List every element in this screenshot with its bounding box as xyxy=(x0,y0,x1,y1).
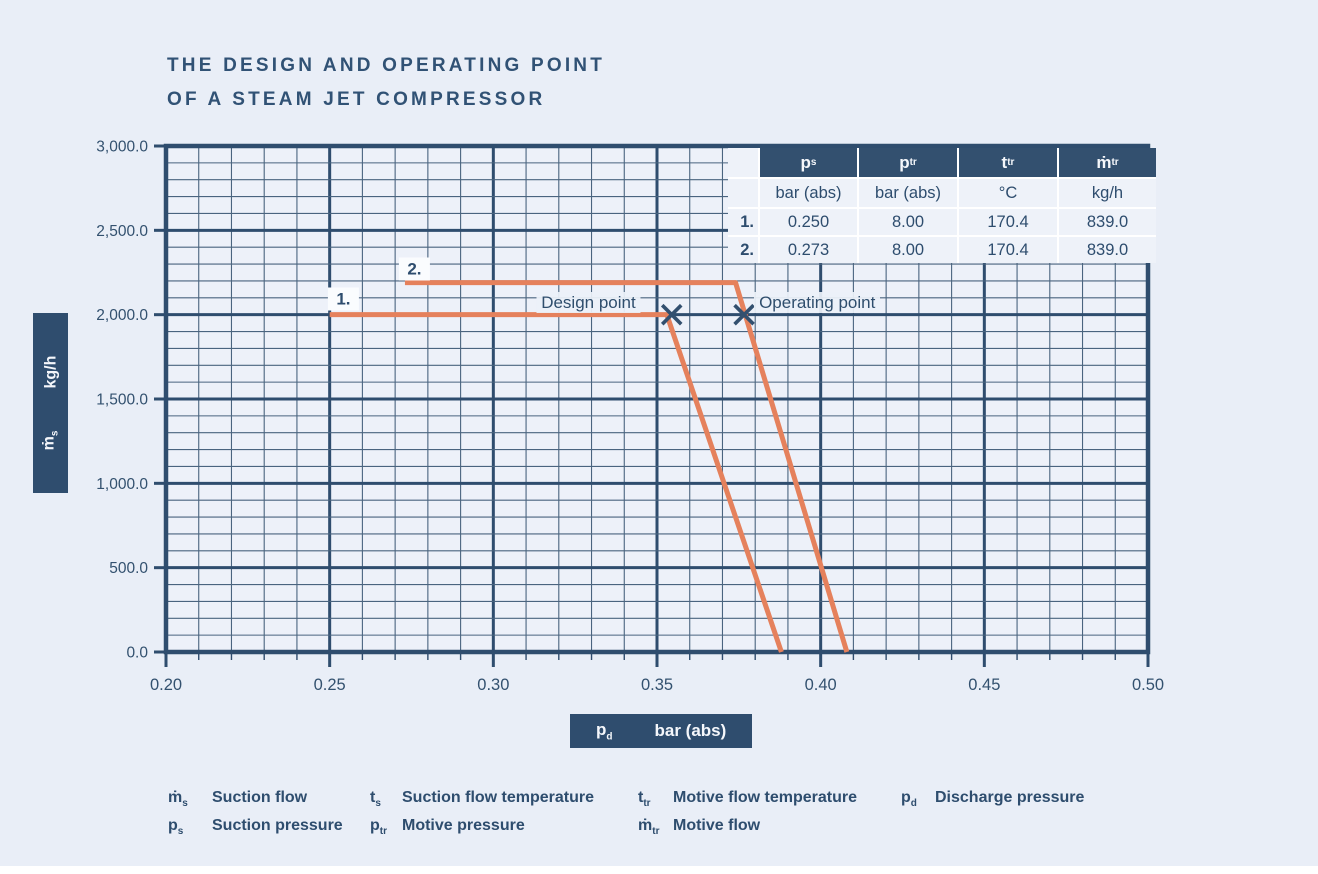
table-cell: 170.4 xyxy=(959,209,1057,235)
table-unit-cell: kg/h xyxy=(1059,179,1156,207)
y-tick-label: 2,000.0 xyxy=(96,307,148,324)
legend-text: Discharge pressure xyxy=(935,789,1085,806)
legend-symbol: ptr xyxy=(370,817,388,838)
legend-column-3: ttr Motive flow temperature ṁtr Motive f… xyxy=(638,787,857,843)
legend-item: ptr Motive pressure xyxy=(370,815,594,843)
title-line-2: OF A STEAM JET COMPRESSOR xyxy=(167,89,546,110)
legend-symbol: pd xyxy=(901,789,917,810)
table-cell: 839.0 xyxy=(1059,209,1156,235)
legend-text: Suction flow temperature xyxy=(402,789,595,806)
y-axis-title: ṁs kg/h xyxy=(33,313,68,493)
legend-text: Suction pressure xyxy=(212,817,343,835)
legend-item: ṁs Suction flow xyxy=(168,787,343,815)
table-cell: 8.00 xyxy=(859,209,957,235)
y-tick-label: 1,000.0 xyxy=(96,476,148,493)
legend-item: ttr Motive flow temperature xyxy=(638,787,857,815)
table-cell: 839.0 xyxy=(1059,237,1156,263)
bottom-strip xyxy=(0,866,1318,874)
legend-item: pd Discharge pressure xyxy=(901,787,1084,815)
y-tick-label: 0.0 xyxy=(126,645,148,662)
y-tick-label: 2,500.0 xyxy=(96,223,148,240)
table-row-index: 1. xyxy=(728,209,758,235)
table-corner-cell xyxy=(728,148,758,177)
point-marker-1 xyxy=(660,303,683,326)
legend-item: ts Suction flow temperature xyxy=(370,787,594,815)
legend-item: ṁtr Motive flow xyxy=(638,815,857,843)
x-tick-label: 0.25 xyxy=(314,676,346,694)
legend-symbol: ps xyxy=(168,817,184,838)
table-unit-cell: bar (abs) xyxy=(859,179,957,207)
legend-symbol: ttr xyxy=(638,789,651,810)
legend-text: Suction flow xyxy=(212,789,308,806)
table-unit-cell: °C xyxy=(959,179,1057,207)
x-tick-label: 0.35 xyxy=(641,676,673,694)
table-header-ptr: p tr xyxy=(859,148,957,177)
legend-item: ps Suction pressure xyxy=(168,815,343,843)
page-title: THE DESIGN AND OPERATING POINT OF A STEA… xyxy=(167,49,605,117)
x-axis-symbol: pd xyxy=(596,719,613,743)
x-axis-title: pd bar (abs) xyxy=(570,714,752,748)
y-axis-symbol: ṁs xyxy=(40,430,61,451)
point-marker-2 xyxy=(733,303,755,326)
table-cell: 170.4 xyxy=(959,237,1057,263)
table-unit-cell: bar (abs) xyxy=(760,179,857,207)
x-tick-label: 0.30 xyxy=(477,676,509,694)
legend-symbol: ts xyxy=(370,789,381,810)
x-tick-label: 0.20 xyxy=(150,676,182,694)
y-tick-label: 1,500.0 xyxy=(96,392,148,409)
table-header-ttr: t tr xyxy=(959,148,1057,177)
table-cell: 0.250 xyxy=(760,209,857,235)
legend-text: Motive pressure xyxy=(402,817,525,835)
legend-column-4: pd Discharge pressure xyxy=(901,787,1084,815)
curve-2 xyxy=(404,280,850,653)
table-header-mtr: ṁ tr xyxy=(1059,148,1156,177)
x-tick-label: 0.45 xyxy=(968,676,1000,694)
table-cell: 8.00 xyxy=(859,237,957,263)
y-tick-label: 500.0 xyxy=(109,560,148,577)
legend-symbol: ṁs xyxy=(168,789,188,810)
x-tick-label: 0.50 xyxy=(1132,676,1164,694)
y-tick-label: 3,000.0 xyxy=(96,139,148,156)
plot-frame xyxy=(163,143,1151,655)
legend-text: Motive flow temperature xyxy=(673,789,858,806)
title-line-1: THE DESIGN AND OPERATING POINT xyxy=(167,55,606,76)
x-axis-unit: bar (abs) xyxy=(654,721,727,740)
x-tick-label: 0.40 xyxy=(805,676,837,694)
table-row-index: 2. xyxy=(728,237,758,263)
legend-text: Motive flow xyxy=(673,817,761,835)
y-axis-unit: kg/h xyxy=(41,355,59,389)
legend-symbol: ṁtr xyxy=(638,817,660,838)
table-units-label xyxy=(728,179,758,207)
legend-column-2: ts Suction flow temperature ptr Motive p… xyxy=(370,787,594,843)
table-cell: 0.273 xyxy=(760,237,857,263)
legend-column-1: ṁs Suction flow ps Suction pressure xyxy=(168,787,343,843)
y-axis-title-text: ṁs kg/h xyxy=(33,313,68,493)
curve-1 xyxy=(329,312,784,653)
